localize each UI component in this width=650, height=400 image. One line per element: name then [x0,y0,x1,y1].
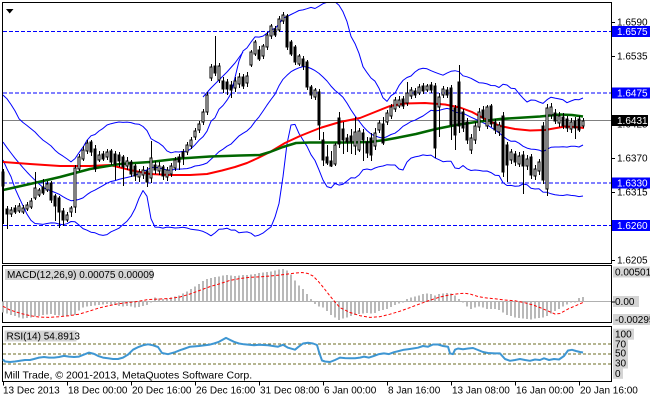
svg-text:18 Dec 00:00: 18 Dec 00:00 [68,386,128,397]
svg-text:1.6575: 1.6575 [617,27,648,38]
svg-text:1.6330: 1.6330 [617,179,648,190]
svg-text:13 Dec 2013: 13 Dec 2013 [3,386,60,397]
svg-text:MACD(12,26,9) 0.00075 0.00009: MACD(12,26,9) 0.00075 0.00009 [7,270,155,281]
svg-text:6 Jan 00:00: 6 Jan 00:00 [324,386,377,397]
svg-text:70: 70 [615,340,627,351]
svg-text:13 Jan 08:00: 13 Jan 08:00 [452,386,510,397]
svg-text:50: 50 [615,349,627,360]
svg-text:1.6315: 1.6315 [617,188,648,199]
svg-text:8 Jan 16:00: 8 Jan 16:00 [388,386,441,397]
svg-text:Mill Trade, © 2001-2013, MetaQ: Mill Trade, © 2001-2013, MetaQuotes Soft… [4,370,252,382]
svg-text:100: 100 [615,330,632,341]
svg-text:30: 30 [615,359,627,370]
svg-text:1.6370: 1.6370 [617,154,648,165]
svg-text:1.6590: 1.6590 [617,18,648,29]
svg-text:1.6205: 1.6205 [617,256,648,267]
svg-text:1.6475: 1.6475 [617,89,648,100]
svg-text:1.6431: 1.6431 [617,116,648,127]
svg-text:0: 0 [615,369,621,380]
svg-text:31 Dec 08:00: 31 Dec 08:00 [260,386,320,397]
svg-text:16 Jan 00:00: 16 Jan 00:00 [516,386,574,397]
svg-text:1.6260: 1.6260 [617,221,648,232]
svg-text:0.00: 0.00 [615,297,635,308]
svg-text:20 Jan 16:00: 20 Jan 16:00 [580,386,638,397]
svg-text:1.6535: 1.6535 [617,52,648,63]
svg-text:RSI(14) 54.8913: RSI(14) 54.8913 [7,332,81,343]
svg-text:20 Dec 16:00: 20 Dec 16:00 [132,386,192,397]
svg-text:26 Dec 16:00: 26 Dec 16:00 [196,386,256,397]
svg-text:0.00501: 0.00501 [615,268,650,279]
svg-text:-0.00295: -0.00295 [615,315,650,326]
